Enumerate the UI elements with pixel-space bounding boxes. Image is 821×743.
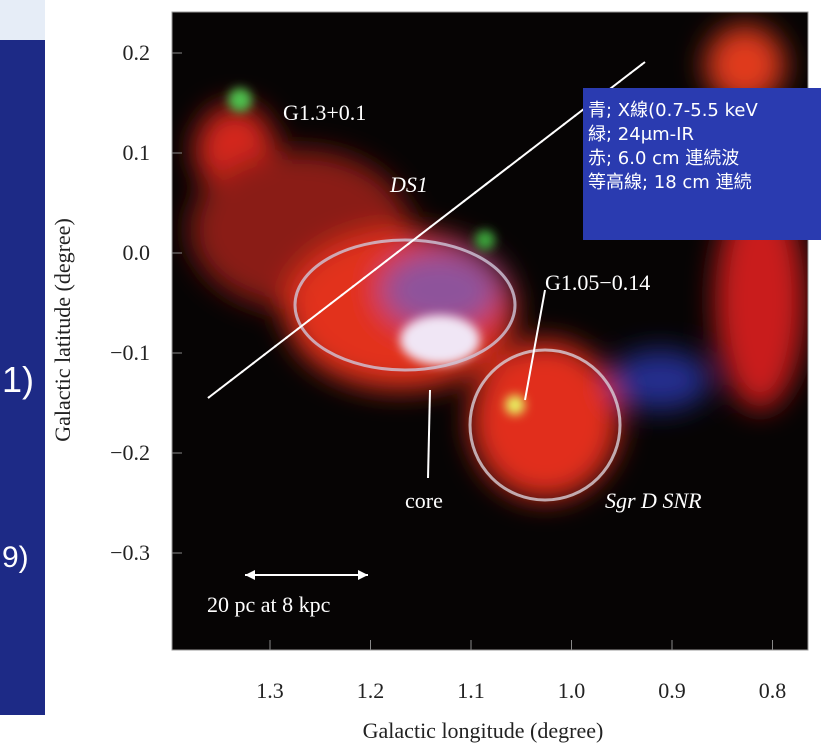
annotation: G1.05−0.14 — [545, 270, 650, 295]
y-tick-label: 0.2 — [123, 40, 151, 65]
y-tick-label: 0.1 — [123, 140, 151, 165]
legend-entry: 青; X線(0.7-5.5 keV — [588, 100, 758, 121]
annotation: G1.3+0.1 — [283, 100, 366, 125]
annotation: core — [405, 488, 443, 513]
scale-label: 20 pc at 8 kpc — [207, 592, 331, 617]
annotation: Sgr D SNR — [605, 488, 702, 513]
x-axis-label: Galactic longitude (degree) — [363, 718, 604, 743]
slide: 1) 9) G1.3+0.1 DS1 G1.05−0.14 core Sgr D… — [0, 0, 821, 743]
page: 1) 9) G1.3+0.1 DS1 G1.05−0.14 core Sgr D… — [0, 0, 821, 743]
x-tick-label: 0.9 — [658, 678, 686, 703]
x-tick-label: 1.0 — [558, 678, 586, 703]
y-tick-label: −0.1 — [110, 340, 150, 365]
y-tick-label: −0.3 — [110, 540, 150, 565]
x-tick-label: 1.2 — [357, 678, 385, 703]
sidebar-fragment: 9) — [2, 541, 29, 574]
legend-entry: 赤; 6.0 cm 連続波 — [588, 148, 739, 169]
x-tick-label: 1.1 — [457, 678, 485, 703]
annotation: DS1 — [389, 172, 428, 197]
y-tick-label: 0.0 — [123, 240, 151, 265]
corner — [0, 0, 45, 40]
x-tick-label: 1.3 — [256, 678, 284, 703]
legend-entry: 等高線; 18 cm 連続 — [588, 172, 752, 193]
y-tick-label: −0.2 — [110, 440, 150, 465]
y-axis-label: Galactic latitude (degree) — [50, 218, 75, 442]
sidebar-fragment: 1) — [2, 359, 34, 400]
x-tick-label: 0.8 — [759, 678, 787, 703]
legend-entry: 緑; 24μm-IR — [588, 124, 694, 145]
